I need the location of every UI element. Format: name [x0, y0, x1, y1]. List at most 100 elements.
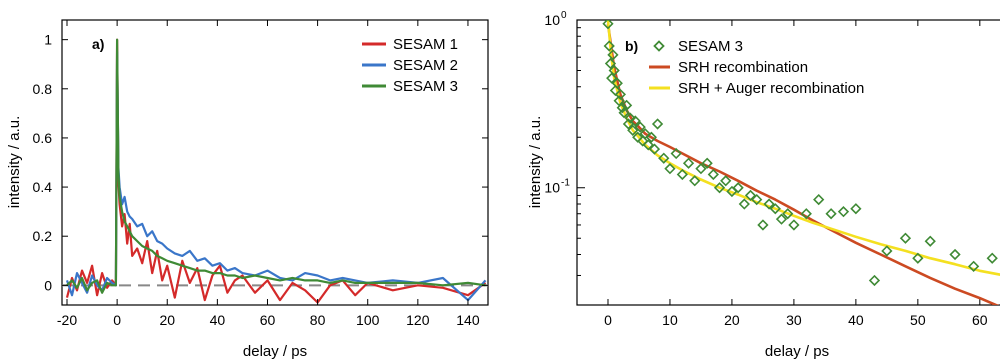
panel-b-data-point: [899, 232, 912, 244]
panel-b-data-point: [813, 193, 825, 206]
panel-a-y-tick-label: 1: [44, 32, 52, 48]
panel-b-y-tick-exponent: -1: [561, 178, 570, 189]
panel-b-data-point: [624, 112, 636, 124]
panel-b-data-point: [986, 252, 998, 264]
panel-b-data-point: [757, 219, 769, 231]
panel-b-x-tick-label: 60: [972, 312, 988, 328]
panel-b-data-point: [604, 57, 617, 70]
panel-a: -20 0 20 40 60 80 100 120 140 0 0.2 0.4 0.6 0.8 1 a) d…: [6, 19, 489, 360]
panel-b-data-point: [614, 88, 627, 101]
panel-b-data-point: [769, 203, 781, 215]
panel-b-data-point: [881, 245, 893, 257]
panel-b-data-point: [912, 252, 924, 264]
panel-b-data-point: [800, 208, 812, 220]
panel-a-x-tick-label: 80: [310, 312, 326, 328]
panel-a-x-tick-label: 140: [456, 312, 480, 328]
panel-b-data-point: [701, 157, 713, 169]
panel-b-legend-label: SRH + Auger recombination: [678, 80, 864, 97]
panel-b-data-point: [670, 147, 682, 160]
panel-b-fit-line-2: [606, 20, 1000, 276]
panel-b-data-point: [732, 182, 744, 194]
panel-b-data-point: [788, 219, 800, 231]
panel-a-legend-label: SESAM 3: [393, 78, 458, 95]
panel-b-data-point: [664, 163, 676, 175]
panel-b-data-point: [689, 175, 701, 187]
panel-a-y-tick-label: 0.6: [33, 130, 53, 146]
panel-a-y-tick-label: 0.8: [33, 81, 53, 97]
panel-b-y-tick-exponent: 0: [561, 10, 567, 21]
panel-b-data-point: [637, 135, 649, 147]
panel-b-data-point: [850, 203, 862, 215]
panel-b-y-tick-label: 10: [544, 12, 560, 28]
panel-b-data-point: [682, 157, 695, 169]
panel-a-x-tick-label: 100: [356, 312, 380, 328]
panel-a-x-axis-label: delay / ps: [243, 343, 307, 360]
panel-b-data-point: [775, 213, 788, 225]
panel-b-data-point: [642, 139, 654, 151]
panel-b-x-tick-label: 30: [786, 312, 802, 328]
panel-b-data-point: [924, 235, 936, 247]
panel-b-x-tick-label: 0: [604, 312, 612, 328]
panel-b-data-point: [713, 182, 726, 194]
panel-b-data-point: [707, 168, 719, 181]
panel-a-legend-label: SESAM 2: [393, 57, 458, 74]
panel-b-data-point: [949, 248, 961, 261]
panel-b-data-point: [658, 152, 670, 164]
panel-a-label: a): [92, 36, 104, 52]
panel-b-data-point: [695, 163, 707, 175]
panel-a-series-line-2: [65, 50, 487, 302]
panel-b-data-point: [639, 128, 651, 140]
panel-b-x-tick-label: 10: [662, 312, 678, 328]
panel-b-label: b): [625, 38, 638, 54]
panel-b-data-point: [607, 49, 619, 61]
panel-a-x-tick-label: 120: [406, 312, 430, 328]
panel-b-frame: [576, 19, 1000, 306]
panel-b-plot-area: [602, 20, 1000, 305]
panel-a-legend-label: SESAM 1: [393, 36, 458, 53]
panel-a-y-tick-label: 0.2: [33, 228, 53, 244]
panel-b-data-point: [603, 40, 615, 52]
panel-b-data-point: [618, 107, 630, 119]
panel-b-x-tick-label: 20: [724, 312, 740, 328]
panel-b-data-point: [744, 189, 757, 202]
panel-b-legend: SESAM 3 SRH recombination SRH + Auger reco…: [649, 38, 864, 97]
panel-b-data-point: [751, 193, 763, 206]
panel-a-x-tick-label: -20: [57, 312, 77, 328]
panel-b-x-axis-label: delay / ps: [765, 343, 829, 360]
panel-a-y-tick-label: 0.4: [33, 179, 53, 195]
panel-b-data-point: [611, 77, 623, 89]
panel-b-data-point: [620, 99, 633, 111]
panel-a-legend: SESAM 1 SESAM 2 SESAM 3: [362, 36, 458, 95]
panel-a-series-line-1: [65, 38, 487, 304]
panel-b-data-point: [763, 198, 775, 210]
panel-b-data-point: [782, 208, 794, 220]
panel-b-data-point: [616, 102, 628, 114]
panel-a-x-tick-label: 20: [159, 312, 175, 328]
panel-a-x-tick-label: 0: [113, 312, 121, 328]
panel-b-data-point: [627, 124, 639, 136]
panel-b-data-point: [645, 131, 657, 143]
panel-b-data-point: [825, 208, 837, 220]
panel-a-ticks: -20 0 20 40 60 80 100 120 140 0 0.2 0.4 0.6 0.8 1: [33, 20, 488, 328]
panel-b-legend-label: SESAM 3: [678, 38, 743, 55]
panel-b-data-point: [648, 143, 661, 155]
panel-b-data-point: [676, 168, 688, 181]
panel-b-legend-marker: [653, 40, 665, 52]
panel-b-data-point: [868, 274, 881, 287]
panel-b-data-point: [632, 131, 644, 143]
panel-b-x-tick-label: 40: [848, 312, 864, 328]
panel-a-series-line-3: [66, 38, 486, 294]
panel-b-data-point: [629, 115, 641, 127]
panel-b-y-tick-label: 10: [544, 180, 560, 196]
panel-b-legend-label: SRH recombination: [678, 59, 808, 76]
panel-b-data-point: [738, 198, 750, 210]
panel-b-data-point: [720, 175, 732, 187]
panel-b-data-point: [634, 121, 646, 133]
panel-b-y-axis-label: intensity / a.u.: [527, 116, 544, 209]
panel-a-plot-area: [62, 38, 488, 304]
panel-b-data-point: [837, 206, 850, 218]
panel-a-frame: [61, 19, 489, 306]
